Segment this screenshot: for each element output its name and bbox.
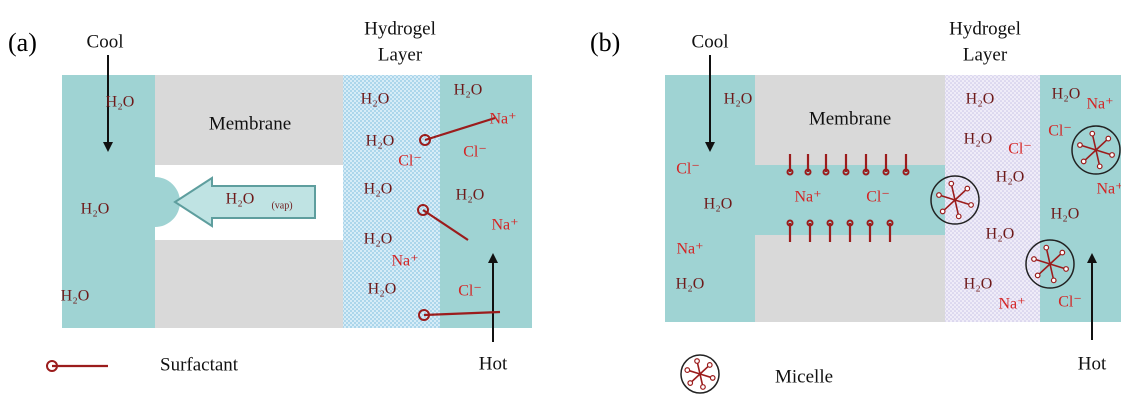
ion: Cl⁻ bbox=[866, 189, 890, 206]
micelle-head bbox=[1081, 159, 1086, 164]
micelle-head bbox=[1060, 250, 1065, 255]
hot-label: Hot bbox=[479, 353, 508, 374]
ion: Cl⁻ bbox=[1008, 141, 1032, 158]
water: H₂O bbox=[366, 133, 395, 150]
ion: Na⁺ bbox=[489, 111, 516, 128]
water: H₂O bbox=[368, 281, 397, 298]
water: H₂O bbox=[61, 288, 90, 305]
ion: Cl⁻ bbox=[1058, 294, 1082, 311]
micelle-head bbox=[940, 209, 945, 214]
ion: Cl⁻ bbox=[1048, 123, 1072, 140]
micelle-head bbox=[695, 359, 700, 364]
ion: Na⁺ bbox=[794, 189, 821, 206]
hot-label: Hot bbox=[1078, 353, 1107, 374]
micelle-head bbox=[685, 368, 690, 373]
micelle-head bbox=[701, 385, 706, 390]
micelle-head bbox=[710, 376, 715, 381]
water: H₂O bbox=[996, 169, 1025, 186]
cool-label: Cool bbox=[87, 31, 124, 52]
hot-side bbox=[440, 75, 532, 328]
micelle-head bbox=[956, 214, 961, 219]
micelle-head bbox=[1035, 273, 1040, 278]
hydrogel-label: Hydrogel bbox=[364, 18, 436, 39]
hydrogel-label: Hydrogel bbox=[949, 18, 1021, 39]
legend-label: Micelle bbox=[775, 366, 833, 387]
ion: Na⁺ bbox=[491, 217, 518, 234]
micelle-head bbox=[1090, 131, 1095, 136]
water: H₂O bbox=[364, 181, 393, 198]
diagram: (a) Cool Hydrogel Layer Membrane Hot Surfactan… bbox=[0, 0, 1121, 397]
water: H₂O bbox=[966, 91, 995, 108]
water: H₂O bbox=[704, 196, 733, 213]
micelle-head bbox=[1110, 153, 1115, 158]
micelle-head bbox=[969, 203, 974, 208]
micelle-head bbox=[965, 186, 970, 191]
water: H₂O bbox=[1052, 86, 1081, 103]
hydrogel-layer bbox=[945, 75, 1040, 322]
water: H₂O bbox=[106, 94, 135, 111]
membrane-bottom bbox=[755, 235, 945, 322]
ion: Na⁺ bbox=[998, 296, 1025, 313]
membrane-bottom bbox=[155, 240, 343, 328]
ion: Cl⁻ bbox=[463, 144, 487, 161]
micelle-head bbox=[1106, 136, 1111, 141]
ion: Cl⁻ bbox=[398, 153, 422, 170]
membrane-label: Membrane bbox=[809, 108, 891, 129]
vapor-phase: (vap) bbox=[271, 200, 292, 211]
water: H₂O bbox=[964, 131, 993, 148]
hydrogel-label: Layer bbox=[963, 44, 1008, 65]
panel-label: (b) bbox=[590, 28, 620, 57]
micelle-head bbox=[1051, 278, 1056, 283]
water: H₂O bbox=[81, 201, 110, 218]
micelle-head bbox=[707, 363, 712, 368]
cool-label: Cool bbox=[692, 31, 729, 52]
micelle-head bbox=[1097, 164, 1102, 169]
water: H₂O bbox=[964, 276, 993, 293]
micelle-head bbox=[688, 381, 693, 386]
micelle-head bbox=[937, 193, 942, 198]
water: H₂O bbox=[1051, 206, 1080, 223]
ion: Cl⁻ bbox=[458, 283, 482, 300]
micelle-head bbox=[1064, 267, 1069, 272]
water: H₂O bbox=[724, 91, 753, 108]
water: H₂O bbox=[454, 82, 483, 99]
ion: Cl⁻ bbox=[676, 161, 700, 178]
legend-label: Surfactant bbox=[160, 354, 239, 375]
micelle-head bbox=[1044, 245, 1049, 250]
micelle-head bbox=[1032, 257, 1037, 262]
water: H₂O bbox=[456, 187, 485, 204]
ion: Na⁺ bbox=[1086, 96, 1113, 113]
membrane-label: Membrane bbox=[209, 113, 291, 134]
panel-label: (a) bbox=[8, 28, 37, 57]
ion: Na⁺ bbox=[391, 253, 418, 270]
water: H₂O bbox=[676, 276, 705, 293]
hydrogel-label: Layer bbox=[378, 44, 423, 65]
vapor-label: H₂O bbox=[226, 191, 255, 208]
water: H₂O bbox=[364, 231, 393, 248]
ion: Na⁺ bbox=[1096, 181, 1121, 198]
water: H₂O bbox=[986, 226, 1015, 243]
micelle-head bbox=[1078, 143, 1083, 148]
ion: Na⁺ bbox=[676, 241, 703, 258]
water: H₂O bbox=[361, 91, 390, 108]
micelle-head bbox=[949, 181, 954, 186]
